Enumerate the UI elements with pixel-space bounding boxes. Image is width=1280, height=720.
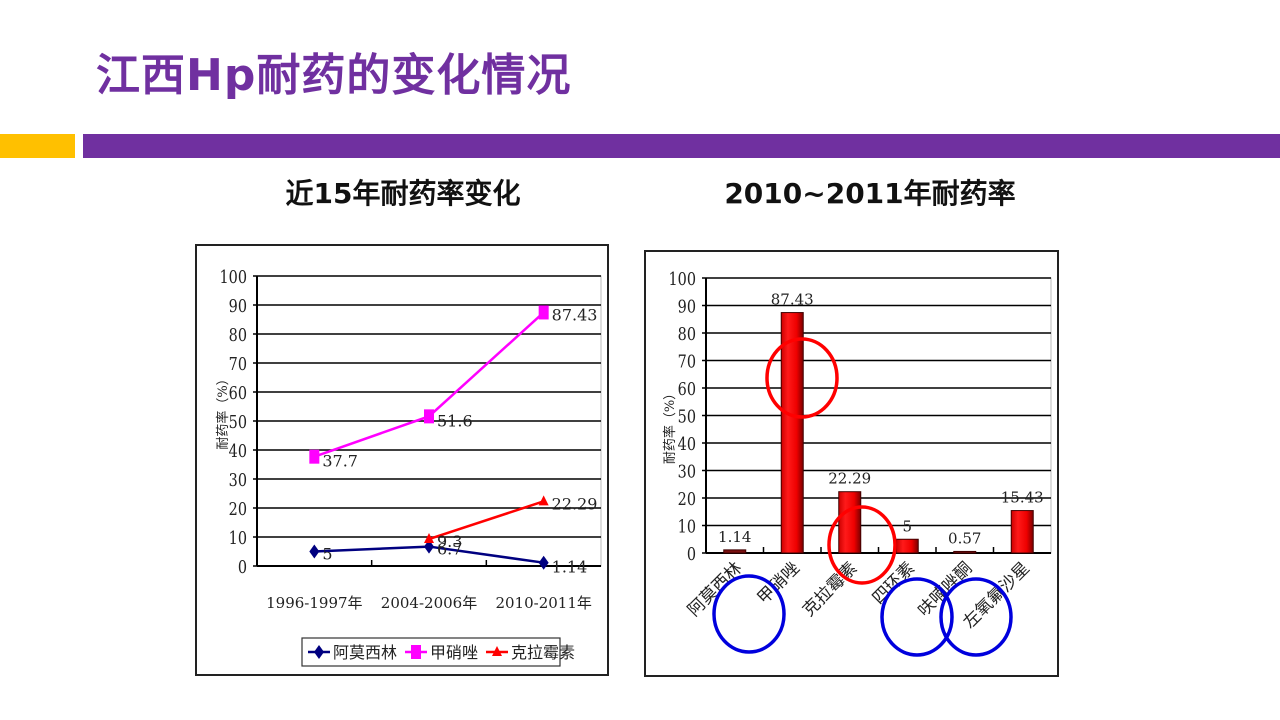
bar (953, 550, 977, 554)
square-marker (538, 305, 549, 320)
y-tick-label: 40 (229, 440, 247, 461)
legend-item-label: 克拉霉素 (511, 643, 575, 662)
bar-value-label: 87.43 (771, 291, 814, 309)
data-label: 9.3 (437, 532, 462, 551)
annotation-circle-red-metronidazole (765, 337, 839, 419)
data-label: 37.7 (322, 452, 358, 471)
annotation-circle-blue-amox-metro (712, 574, 786, 654)
line-chart-frame: 0 10 20 30 40 50 60 70 80 90 100 1996-1997年 2004-200… (195, 244, 609, 676)
y-tick-label: 80 (678, 323, 696, 344)
square-marker (424, 409, 434, 424)
y-tick-label: 30 (678, 461, 696, 482)
bar (895, 538, 919, 554)
y-tick-label: 100 (220, 266, 247, 287)
bar-chart-frame: 0 10 20 30 40 50 60 70 80 90 100 耐药率（%） 1.14 阿莫西林 87.4… (644, 250, 1059, 677)
x-tick-label: 甲硝唑 (754, 558, 804, 608)
y-tick-label: 20 (229, 498, 247, 519)
data-label: 22.29 (552, 494, 598, 513)
bar (780, 312, 804, 554)
y-tick-label: 100 (669, 268, 696, 289)
series-阿莫西林: 5 6.7 1.14 (309, 539, 588, 577)
y-tick-label: 50 (678, 406, 696, 427)
y-tick-label: 50 (229, 411, 247, 432)
y-axis-label: 耐药率（%） (662, 387, 678, 464)
y-tick-label: 60 (678, 378, 696, 399)
bar (723, 549, 747, 554)
bar-chart: 0102030405060708090100耐药率（%）1.14阿莫西林87.4… (662, 268, 1052, 657)
triangle-marker (538, 495, 549, 506)
square-marker (309, 449, 320, 464)
legend-item-label: 甲硝唑 (430, 643, 478, 662)
y-tick-label: 10 (678, 516, 696, 537)
chart-legend: 阿莫西林 甲硝唑 克拉霉素 (301, 637, 575, 667)
y-tick-label: 0 (238, 556, 247, 577)
y-tick-label: 90 (678, 296, 696, 317)
slide-title: 江西Hp耐药的变化情况 (96, 50, 572, 101)
bar (1010, 510, 1034, 554)
x-tick-label: 四环素 (869, 558, 919, 608)
data-label: 87.43 (552, 305, 598, 324)
y-tick-label: 20 (678, 488, 696, 509)
x-tick-label: 1996-1997年 (266, 594, 362, 612)
y-tick-label: 30 (229, 469, 247, 490)
annotation-circle-blue-tetra-furaz (880, 577, 954, 657)
y-tick-label: 40 (678, 433, 696, 454)
series-甲硝唑: 37.7 51.6 87.43 (309, 305, 598, 471)
bar-value-label: 5 (902, 517, 912, 535)
series-克拉霉素: 9.3 22.29 (424, 494, 597, 551)
data-label: 51.6 (437, 411, 473, 430)
bar-value-label: 0.57 (948, 529, 981, 547)
x-tick-label: 2004-2006年 (381, 594, 477, 612)
triangle-marker (492, 646, 502, 656)
y-tick-label: 10 (229, 527, 247, 548)
y-tick-label: 0 (687, 543, 696, 564)
data-label: 6.7 (437, 540, 462, 559)
legend-item-label: 阿莫西林 (333, 643, 397, 662)
right-chart-subtitle: 2010~2011年耐药率 (724, 177, 1016, 210)
bar (838, 491, 862, 554)
y-tick-label: 60 (229, 382, 247, 403)
left-chart-subtitle: 近15年耐药率变化 (285, 177, 521, 210)
accent-bar-purple (83, 134, 1280, 158)
diamond-marker (309, 544, 320, 559)
diamond-marker (424, 539, 434, 554)
y-tick-label: 70 (678, 351, 696, 372)
y-tick-label: 70 (229, 353, 247, 374)
diamond-marker (314, 645, 324, 659)
data-label: 1.14 (552, 558, 588, 577)
data-label: 5 (322, 545, 332, 564)
line-chart: 0 10 20 30 40 50 60 70 80 90 100 1996-1997年 2004-200… (215, 266, 602, 667)
triangle-marker (424, 533, 434, 544)
y-axis-label: 耐药率（%） (215, 372, 231, 449)
accent-bar-yellow (0, 134, 75, 158)
bar-value-label: 15.43 (1001, 489, 1044, 507)
annotation-circle-blue-furaz-levo (939, 577, 1013, 657)
bar-value-label: 1.14 (718, 528, 751, 546)
annotation-circle-red-clarithromycin (827, 505, 897, 585)
diamond-marker (538, 555, 549, 570)
bar-value-label: 22.29 (828, 470, 871, 488)
square-marker (411, 645, 421, 659)
series-line (428, 500, 545, 541)
y-tick-label: 80 (229, 324, 247, 345)
y-tick-label: 90 (229, 295, 247, 316)
x-tick-label: 克拉霉素 (799, 558, 861, 620)
x-tick-label: 2010-2011年 (495, 594, 591, 612)
